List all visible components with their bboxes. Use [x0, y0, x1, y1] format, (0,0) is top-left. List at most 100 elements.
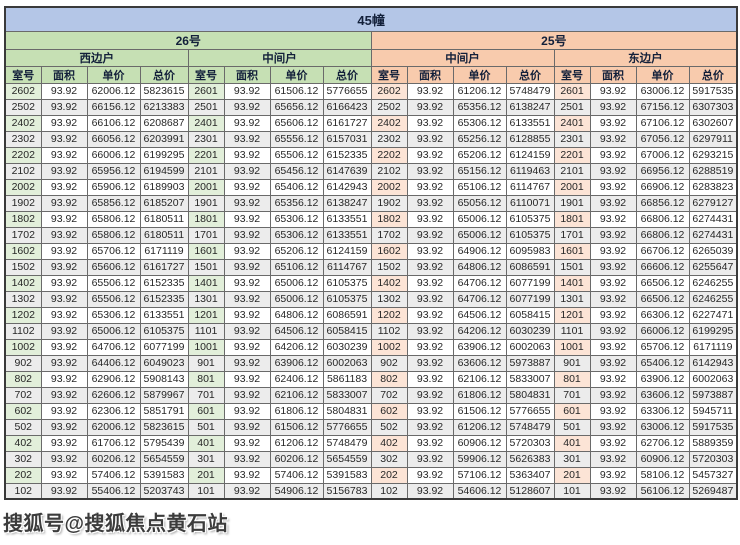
area-cell: 93.92 [40, 466, 88, 484]
total-price-cell: 5973887 [688, 386, 738, 404]
unit-price-cell: 66006.12 [86, 146, 141, 164]
room-cell: 2601 [553, 82, 591, 100]
col-header-unit-price: 单价 [86, 65, 141, 84]
room-cell: 2001 [187, 178, 225, 196]
room-cell: 901 [553, 354, 591, 372]
area-cell: 93.92 [589, 194, 637, 212]
room-cell: 1802 [370, 210, 408, 228]
room-cell: 101 [553, 482, 591, 500]
room-cell: 1202 [370, 306, 408, 324]
room-cell: 401 [187, 434, 225, 452]
unit-price-cell: 65406.12 [635, 354, 690, 372]
area-cell: 93.92 [40, 386, 88, 404]
unit-price-cell: 67106.12 [635, 114, 690, 132]
room-cell: 2602 [370, 82, 408, 100]
area-cell: 93.92 [589, 130, 637, 148]
room-cell: 1302 [370, 290, 408, 308]
unit-price-cell: 65206.12 [269, 242, 324, 260]
col-header-room: 室号 [370, 65, 408, 84]
unit-price-cell: 65506.12 [86, 290, 141, 308]
column-header-row: 室号 面积 单价 总价 室号 面积 单价 总价 室号 面积 单价 总价 室号 面积 单价 总价 [4, 65, 738, 84]
unit-price-cell: 64206.12 [452, 322, 507, 340]
area-cell: 93.92 [40, 274, 88, 292]
area-cell: 93.92 [40, 402, 88, 420]
unit-price-cell: 66056.12 [86, 130, 141, 148]
unit-price-cell: 65556.12 [269, 130, 324, 148]
room-cell: 1902 [4, 194, 42, 212]
room-cell: 1101 [553, 322, 591, 340]
total-price-cell: 6133551 [139, 306, 189, 324]
total-price-cell: 5748479 [322, 434, 372, 452]
area-cell: 93.92 [40, 450, 88, 468]
area-cell: 93.92 [223, 322, 271, 340]
total-price-cell: 5795439 [139, 434, 189, 452]
unit-price-cell: 61706.12 [86, 434, 141, 452]
area-cell: 93.92 [223, 450, 271, 468]
area-cell: 93.92 [589, 306, 637, 324]
area-cell: 93.92 [406, 162, 454, 180]
area-cell: 93.92 [40, 354, 88, 372]
unit-price-cell: 63906.12 [452, 338, 507, 356]
total-price-cell: 6119463 [505, 162, 555, 180]
unit-price-cell: 65956.12 [86, 162, 141, 180]
unit-price-cell: 65106.12 [269, 258, 324, 276]
unit-price-cell: 65406.12 [269, 178, 324, 196]
room-cell: 802 [4, 370, 42, 388]
room-cell: 2402 [370, 114, 408, 132]
area-cell: 93.92 [406, 306, 454, 324]
unit-price-cell: 65106.12 [452, 178, 507, 196]
unit-header-west: 西边户 [4, 48, 189, 67]
unit-price-cell: 64706.12 [452, 290, 507, 308]
area-cell: 93.92 [223, 418, 271, 436]
room-cell: 1002 [370, 338, 408, 356]
total-price-cell: 5654559 [139, 450, 189, 468]
unit-price-cell: 65506.12 [269, 146, 324, 164]
room-cell: 802 [370, 370, 408, 388]
area-cell: 93.92 [223, 466, 271, 484]
total-price-cell: 6157031 [322, 130, 372, 148]
unit-price-cell: 65306.12 [86, 306, 141, 324]
room-cell: 1001 [553, 338, 591, 356]
area-cell: 93.92 [589, 162, 637, 180]
title-row: 45幢 [4, 6, 738, 32]
unit-price-cell: 65156.12 [452, 162, 507, 180]
total-price-cell: 6161727 [322, 114, 372, 132]
room-cell: 901 [187, 354, 225, 372]
room-cell: 101 [187, 482, 225, 500]
room-cell: 1101 [187, 322, 225, 340]
total-price-cell: 6077199 [505, 274, 555, 292]
room-cell: 801 [553, 370, 591, 388]
unit-header-east: 东边户 [553, 48, 738, 67]
unit-price-cell: 55406.12 [86, 482, 141, 500]
table-row: 502 93.92 62006.12 5823615 501 93.92 61506.12 5… [4, 418, 738, 436]
area-cell: 93.92 [406, 210, 454, 228]
total-price-cell: 5879967 [139, 386, 189, 404]
unit-price-cell: 64506.12 [269, 322, 324, 340]
total-price-cell: 6142943 [688, 354, 738, 372]
area-cell: 93.92 [40, 162, 88, 180]
area-cell: 93.92 [406, 194, 454, 212]
price-table: 45幢 26号 25号 西边户 中间户 中间户 东边户 室号 面积 单价 总价 室号 面积… [4, 6, 739, 500]
area-cell: 93.92 [406, 114, 454, 132]
total-price-cell: 6086591 [322, 306, 372, 324]
total-price-cell: 6110071 [505, 194, 555, 212]
area-cell: 93.92 [40, 178, 88, 196]
area-cell: 93.92 [589, 274, 637, 292]
total-price-cell: 5804831 [322, 402, 372, 420]
total-price-cell: 6058415 [505, 306, 555, 324]
area-cell: 93.92 [589, 450, 637, 468]
unit-price-cell: 65806.12 [86, 226, 141, 244]
total-price-cell: 6171119 [139, 242, 189, 260]
room-cell: 1801 [553, 210, 591, 228]
total-price-cell: 5945711 [688, 402, 738, 420]
unit-price-cell: 66006.12 [635, 322, 690, 340]
col-header-room: 室号 [187, 65, 225, 84]
area-cell: 93.92 [406, 402, 454, 420]
area-cell: 93.92 [223, 162, 271, 180]
room-cell: 702 [4, 386, 42, 404]
total-price-cell: 5457327 [688, 466, 738, 484]
unit-price-cell: 64806.12 [269, 306, 324, 324]
room-cell: 1702 [4, 226, 42, 244]
area-cell: 93.92 [223, 482, 271, 500]
total-price-cell: 6199295 [139, 146, 189, 164]
